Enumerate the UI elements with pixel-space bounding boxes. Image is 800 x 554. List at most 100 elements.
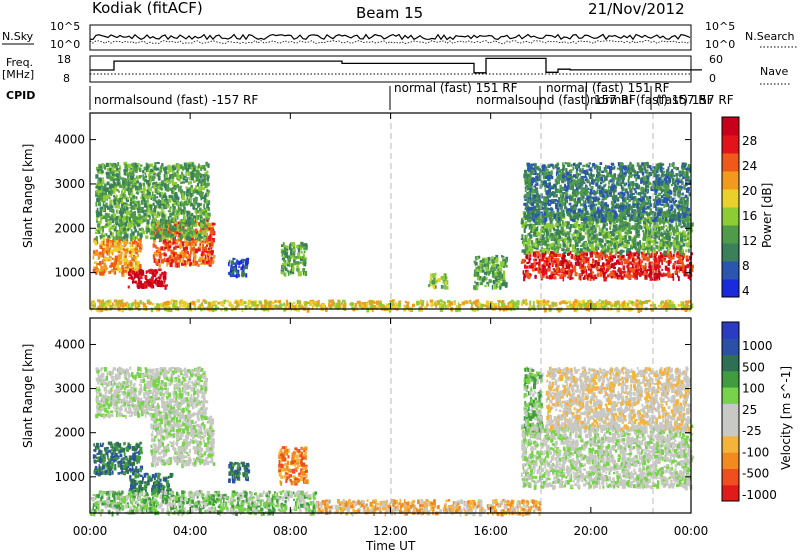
heatmap-cell	[154, 198, 157, 203]
heatmap-cell	[665, 273, 668, 277]
heatmap-cell	[615, 231, 618, 234]
heatmap-cell	[292, 266, 294, 272]
heatmap-cell	[578, 224, 581, 228]
heatmap-cell	[654, 269, 657, 274]
heatmap-cell	[161, 212, 164, 217]
heatmap-cell	[685, 272, 688, 277]
heatmap-cell	[610, 264, 614, 268]
heatmap-cell	[569, 242, 572, 246]
heatmap-cell	[557, 244, 561, 247]
heatmap-cell	[555, 237, 559, 242]
heatmap-cell	[200, 181, 203, 186]
heatmap-cell	[564, 162, 567, 165]
heatmap-cell	[568, 185, 571, 190]
heatmap-cell	[171, 192, 174, 195]
heatmap-cell	[203, 218, 206, 221]
heatmap-cell	[134, 200, 137, 203]
heatmap-cell	[189, 230, 193, 235]
heatmap-cell	[687, 207, 690, 213]
heatmap-cell	[129, 233, 132, 237]
heatmap-cell	[665, 240, 669, 246]
heatmap-cell	[621, 257, 625, 260]
heatmap-cell	[161, 192, 164, 196]
heatmap-cell	[103, 215, 107, 220]
heatmap-cell	[612, 221, 616, 227]
heatmap-cell	[167, 216, 170, 222]
freq-label-1: Freq.	[6, 56, 33, 69]
noise-tick-high: 10^5	[50, 20, 80, 33]
heatmap-cell	[669, 223, 672, 227]
heatmap-cell	[157, 233, 161, 239]
heatmap-cell	[180, 189, 183, 193]
heatmap-cell	[183, 162, 186, 166]
heatmap-cell	[146, 201, 149, 206]
heatmap-cell	[128, 255, 131, 258]
heatmap-cell	[626, 243, 629, 248]
heatmap-cell	[205, 219, 209, 222]
heatmap-cell	[481, 264, 484, 269]
heatmap-cell	[642, 212, 645, 216]
heatmap-cell	[203, 203, 205, 209]
heatmap-cell	[96, 240, 99, 245]
heatmap-cell	[166, 186, 170, 192]
heatmap-cell	[131, 211, 135, 217]
heatmap-cell	[206, 178, 210, 182]
heatmap-cell	[151, 280, 154, 284]
heatmap-cell	[594, 260, 597, 263]
heatmap-cell	[549, 243, 553, 248]
heatmap-cell	[99, 206, 104, 210]
heatmap-cell	[633, 252, 637, 257]
heatmap-cell	[136, 242, 139, 248]
heatmap-cell	[133, 256, 137, 260]
heatmap-cell	[610, 162, 614, 166]
heatmap-cell	[96, 210, 99, 216]
heatmap-cell	[592, 214, 595, 220]
heatmap-cell	[133, 226, 136, 230]
heatmap-cell	[627, 268, 631, 272]
heatmap-cell	[664, 236, 667, 240]
heatmap-cell	[128, 277, 132, 280]
heatmap-cell	[158, 204, 162, 209]
heatmap-cell	[142, 209, 145, 214]
heatmap-cell	[666, 213, 669, 217]
heatmap-cell	[242, 271, 246, 276]
heatmap-cell	[284, 272, 287, 277]
heatmap-cell	[132, 271, 136, 275]
heatmap-cell	[130, 193, 134, 197]
heatmap-cell	[284, 249, 287, 253]
heatmap-cell	[303, 247, 306, 250]
heatmap-cell	[99, 261, 102, 266]
heatmap-cell	[155, 229, 159, 234]
heatmap-cell	[190, 188, 194, 192]
heatmap-cell	[146, 210, 149, 216]
heatmap-cell	[682, 254, 685, 259]
heatmap-cell	[562, 162, 564, 166]
heatmap-cell	[285, 245, 289, 249]
heatmap-cell	[665, 234, 669, 238]
heatmap-cell	[622, 250, 625, 253]
heatmap-cell	[100, 240, 105, 245]
heatmap-cell	[631, 225, 635, 229]
heatmap-cell	[581, 272, 583, 277]
heatmap-cell	[147, 191, 151, 196]
heatmap-cell	[137, 208, 140, 213]
heatmap-cell	[650, 187, 653, 190]
heatmap-cell	[628, 241, 630, 245]
heatmap-cell	[672, 264, 675, 270]
heatmap-cell	[294, 261, 297, 266]
heatmap-cell	[98, 164, 101, 167]
heatmap-cell	[95, 268, 99, 272]
heatmap-cell	[184, 252, 187, 258]
heatmap-cell	[97, 254, 100, 258]
heatmap-cell	[171, 258, 173, 264]
heatmap-cell	[676, 260, 679, 265]
heatmap-cell	[443, 273, 446, 276]
cpid-segment-5: normal (fast) 157 RF	[590, 93, 714, 107]
heatmap-cell	[619, 269, 622, 275]
freq-tick-low: 8	[63, 72, 70, 85]
heatmap-cell	[200, 253, 204, 257]
heatmap-cell	[128, 274, 132, 277]
heatmap-cell	[153, 225, 156, 231]
heatmap-cell	[475, 272, 480, 277]
heatmap-cell	[136, 178, 139, 181]
